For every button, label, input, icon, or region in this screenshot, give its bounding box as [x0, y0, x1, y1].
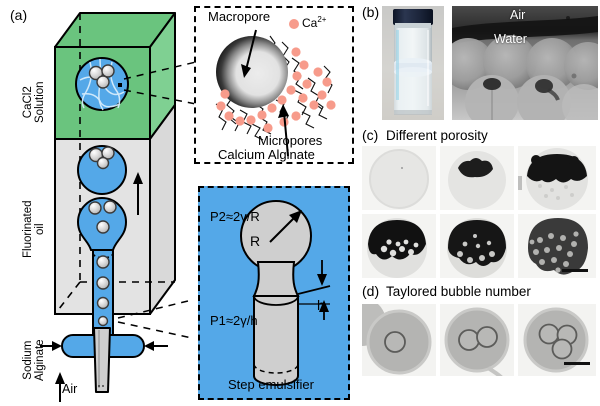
panel-a-drawing — [40, 12, 196, 402]
step-emulsifier-inset-box: P2≈2γ/R R h P1≈2γ/h Step emulsifier — [198, 186, 350, 400]
calcium-ion-charge: 2+ — [317, 15, 327, 24]
label-cacl2-solution: CaCl2 Solution — [22, 81, 47, 123]
macropore-inset-drawing — [215, 19, 336, 157]
bubble-count-image-3 — [518, 304, 596, 376]
pressure-p2-text: P2≈2γ/R — [210, 209, 260, 224]
label-radius-r: R — [250, 233, 261, 249]
panel-b-photos: (b) — [360, 0, 600, 126]
panel-d-title: Taylored bubble number — [386, 284, 531, 299]
panel-c-different-porosity: (c) Different porosity — [360, 126, 600, 282]
label-air-inlet: Air — [62, 382, 78, 396]
panel-a-tag: (a) — [10, 7, 28, 23]
bubble-count-image-1 — [362, 304, 436, 376]
porosity-image-4 — [362, 214, 436, 278]
panel-c-tag: (c) — [362, 127, 379, 143]
label-fluorinated-oil: Fluorinated oil — [22, 200, 47, 258]
panel-b-tag: (b) — [362, 4, 380, 20]
label-pressure-p2: P2≈2γ/R — [210, 209, 260, 224]
porosity-image-1 — [362, 146, 436, 210]
porosity-image-3 — [518, 146, 596, 210]
porosity-image-5 — [440, 214, 514, 278]
label-height-h: h — [317, 297, 325, 313]
panel-d-taylored-bubble-number: (d) Taylored bubble number — [360, 282, 600, 406]
calcium-ion-symbol: Ca — [302, 16, 318, 30]
step-emulsifier-drawing — [240, 200, 331, 386]
label-micropores: Micropores — [258, 133, 323, 148]
label-step-emulsifier-title: Step emulsifier — [228, 377, 314, 392]
porosity-image-2 — [440, 146, 514, 210]
label-macropore: Macropore — [208, 9, 271, 24]
macropore-inset-box: Macropore Ca2+ Micropores Calcium Algina… — [194, 6, 354, 164]
label-calcium-ion: Ca2+ — [302, 15, 327, 30]
panel-c-title: Different porosity — [386, 128, 488, 143]
label-water: Water — [494, 32, 527, 46]
vial-photo — [382, 6, 444, 120]
panel-d-tag: (d) — [362, 283, 380, 299]
bubble-count-image-2 — [440, 304, 514, 376]
air-water-interface-photo: Air Water — [452, 6, 598, 120]
panel-a-schematic: (a) CaCl2 Solution Fluorinated oil Sodiu… — [0, 0, 196, 406]
porosity-image-6 — [518, 214, 596, 278]
label-pressure-p1: P1≈2γ/h — [210, 313, 258, 328]
panel-middle-insets: Macropore Ca2+ Micropores Calcium Algina… — [192, 0, 360, 406]
label-calcium-alginate: Calcium Alginate — [218, 147, 315, 162]
vial-cap — [393, 9, 433, 25]
label-sodium-alginate: Sodium Alginate — [22, 339, 47, 381]
label-air: Air — [510, 8, 526, 22]
scale-bar-panel-c — [562, 269, 588, 272]
calcium-ion-legend-dot — [289, 19, 299, 29]
scale-bar-panel-d — [564, 362, 590, 365]
